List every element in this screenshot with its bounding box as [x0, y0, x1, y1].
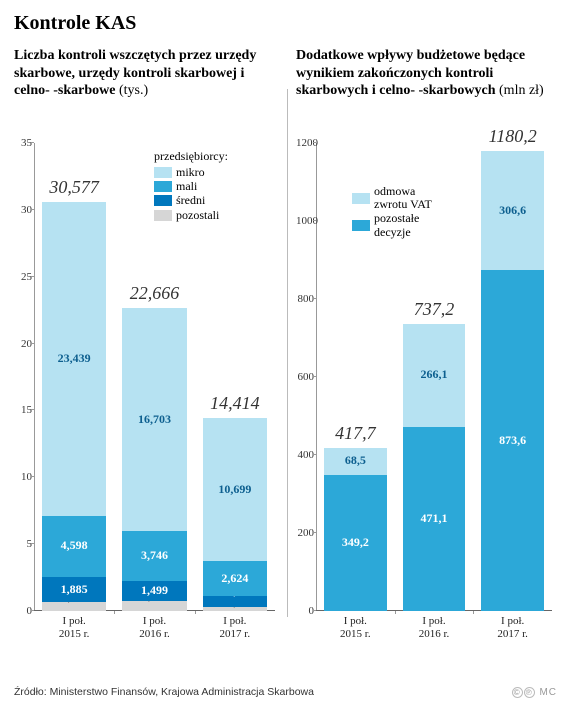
y-tick [31, 276, 34, 277]
legend: odmowazwrotu VATpozostałedecyzje [352, 185, 432, 240]
footer-source: Źródło: Ministerstwo Finansów, Krajowa A… [14, 686, 314, 698]
legend-swatch [352, 193, 370, 204]
segment-label: 266,1 [403, 367, 466, 382]
y-axis [316, 143, 317, 611]
x-label: I poł.2016 r. [114, 611, 194, 641]
legend-item: mali [154, 180, 228, 193]
right-subtitle-text: Dodatkowe wpływy budżetowe będące wyniki… [296, 48, 525, 98]
bar-total-label: 1180,2 [475, 126, 551, 147]
legend-label: mali [176, 180, 197, 193]
bar-total-label: 737,2 [396, 299, 472, 320]
x-label: I poł.2017 r. [473, 611, 552, 641]
y-tick-label: 400 [296, 449, 314, 461]
divider [287, 89, 288, 617]
y-tick-label: 10 [14, 471, 32, 483]
segment-label: 3,746 [122, 548, 186, 563]
segment-label: 10,699 [203, 482, 267, 497]
y-tick [313, 142, 316, 143]
y-tick [31, 343, 34, 344]
y-tick [31, 543, 34, 544]
footer-mark: ©℗ MC [512, 687, 557, 698]
y-tick [31, 142, 34, 143]
bar-total-label: 30,577 [36, 177, 113, 198]
segment-label: 16,703 [122, 412, 186, 427]
y-tick [313, 376, 316, 377]
bar-total-label: 417,7 [318, 423, 394, 444]
x-label: I poł.2015 r. [316, 611, 395, 641]
segment-label: 1,499 [122, 583, 186, 598]
y-tick-label: 5 [14, 538, 32, 550]
legend-label: mikro [176, 166, 205, 179]
y-tick-label: 1200 [296, 137, 314, 149]
segment-label: 306,6 [481, 203, 544, 218]
y-tick-label: 0 [296, 605, 314, 617]
legend-swatch [352, 220, 370, 231]
segment-label: 2,624 [203, 571, 267, 586]
legend-title: przedsiębiorcy: [154, 149, 228, 164]
y-tick-label: 200 [296, 527, 314, 539]
segment-label: 68,5 [324, 453, 387, 468]
legend-label: pozostałedecyzje [374, 212, 419, 238]
y-tick-label: 600 [296, 371, 314, 383]
y-tick [31, 209, 34, 210]
legend-label: średni [176, 194, 205, 207]
segment-label: 1,885 [42, 582, 106, 597]
bar-total-label: 14,414 [196, 393, 273, 414]
y-tick-label: 30 [14, 204, 32, 216]
legend-item: pozostali [154, 209, 228, 222]
legend: przedsiębiorcy: mikromaliśredni pozostali [154, 149, 228, 223]
bar-total-label: 22,666 [116, 283, 193, 304]
segment-label: 4,598 [42, 538, 106, 553]
legend-item: średni [154, 194, 228, 207]
footer-initials: MC [539, 687, 557, 698]
right-chart: Dodatkowe wpływy budżetowe będące wyniki… [296, 47, 556, 647]
y-tick-label: 35 [14, 137, 32, 149]
right-subtitle: Dodatkowe wpływy budżetowe będące wyniki… [296, 47, 556, 100]
segment-label: 873,6 [481, 433, 544, 448]
legend-item: odmowazwrotu VAT [352, 185, 432, 211]
y-axis [34, 143, 35, 611]
legend-swatch [154, 167, 172, 178]
y-tick [31, 476, 34, 477]
y-tick [313, 454, 316, 455]
right-unit: (mln zł) [499, 83, 544, 98]
y-tick [313, 220, 316, 221]
y-tick [313, 532, 316, 533]
legend-swatch [154, 210, 172, 221]
segment-label: 349,2 [324, 535, 387, 550]
y-tick [313, 298, 316, 299]
y-tick-label: 15 [14, 404, 32, 416]
legend-swatch [154, 195, 172, 206]
y-tick-label: 1000 [296, 215, 314, 227]
page-title: Kontrole KAS [14, 12, 557, 35]
segment-label: 471,1 [403, 511, 466, 526]
legend-item: pozostałedecyzje [352, 212, 432, 238]
segment-label: 23,439 [42, 351, 106, 366]
legend-swatch [154, 181, 172, 192]
copyright-c-icon: © [512, 687, 523, 698]
y-tick-label: 0 [14, 605, 32, 617]
left-chart: Liczba kontroli wszczętych przez urzędy … [14, 47, 279, 647]
y-tick-label: 25 [14, 271, 32, 283]
x-label: I poł.2015 r. [34, 611, 114, 641]
left-subtitle: Liczba kontroli wszczętych przez urzędy … [14, 47, 279, 100]
copyright-p-icon: ℗ [524, 687, 535, 698]
legend-label: pozostali [176, 209, 219, 222]
y-tick-label: 800 [296, 293, 314, 305]
x-label: I poł.2016 r. [395, 611, 474, 641]
charts-row: Liczba kontroli wszczętych przez urzędy … [14, 47, 557, 647]
left-unit: (tys.) [119, 83, 148, 98]
legend-item: mikro [154, 166, 228, 179]
legend-label: odmowazwrotu VAT [374, 185, 432, 211]
y-tick [31, 409, 34, 410]
y-tick-label: 20 [14, 338, 32, 350]
x-label: I poł.2017 r. [195, 611, 275, 641]
